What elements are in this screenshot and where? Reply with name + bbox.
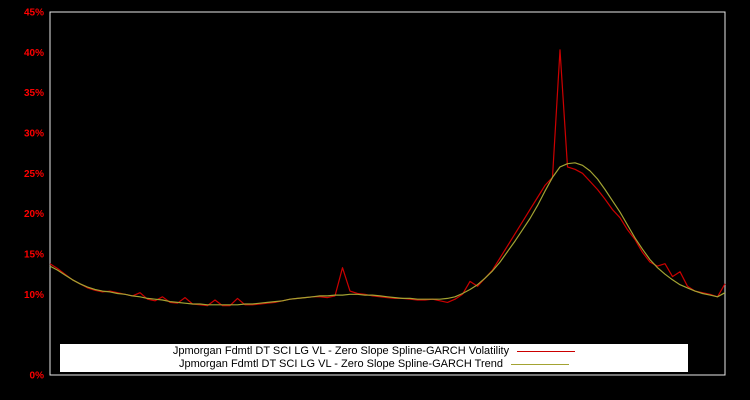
trend-line xyxy=(49,162,726,306)
y-tick-label: 10% xyxy=(24,290,44,301)
legend-line-sample xyxy=(517,351,576,352)
y-tick-label: 40% xyxy=(24,48,44,59)
volatility-line xyxy=(49,49,726,307)
legend-label-trend: Jpmorgan Fdmtl DT SCI LG VL - Zero Slope… xyxy=(178,358,503,370)
y-tick-label: 35% xyxy=(24,88,44,99)
legend-item: Jpmorgan Fdmtl DT SCI LG VL - Zero Slope… xyxy=(60,345,688,358)
legend-item: Jpmorgan Fdmtl DT SCI LG VL - Zero Slope… xyxy=(60,358,688,371)
chart-legend: Jpmorgan Fdmtl DT SCI LG VL - Zero Slope… xyxy=(60,344,688,372)
plot-frame xyxy=(49,11,726,376)
y-tick-label: 20% xyxy=(24,209,44,220)
legend-line-sample xyxy=(511,364,569,365)
y-tick-label: 30% xyxy=(24,129,44,140)
y-tick-label: 0% xyxy=(30,371,45,382)
legend-label-volatility: Jpmorgan Fdmtl DT SCI LG VL - Zero Slope… xyxy=(172,345,510,357)
y-tick-label: 15% xyxy=(24,250,44,261)
y-tick-label: 45% xyxy=(24,8,44,19)
y-tick-label: 25% xyxy=(24,169,44,180)
